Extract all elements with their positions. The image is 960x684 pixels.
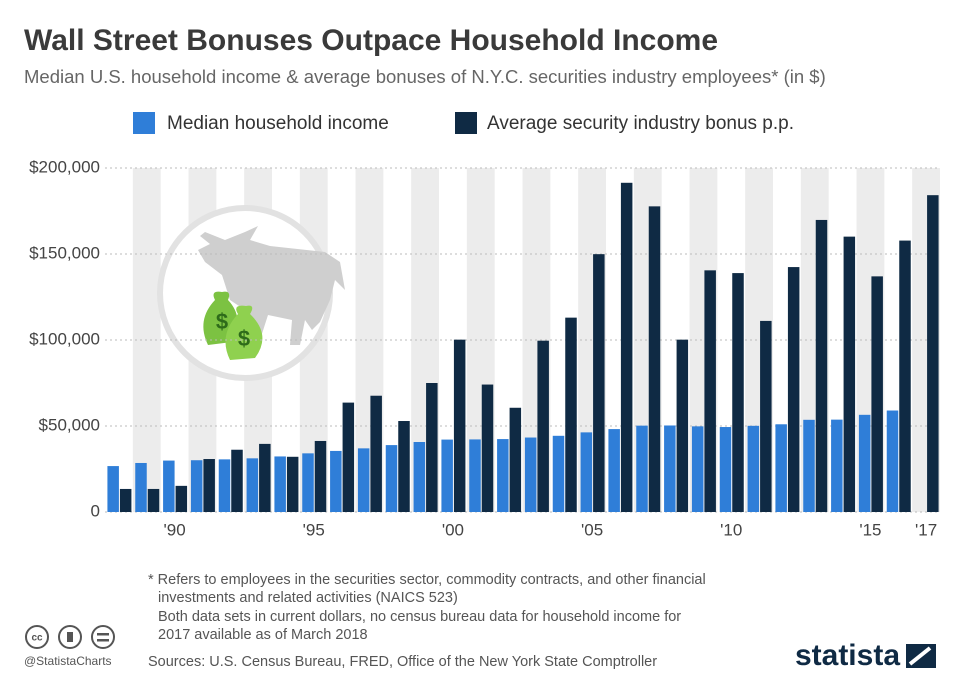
svg-text:$: $: [238, 326, 250, 351]
bar: [691, 426, 704, 512]
bar: [175, 485, 188, 512]
bar: [286, 456, 299, 512]
bar: [246, 458, 259, 512]
x-tick-label: '95: [303, 520, 325, 539]
bar: [413, 441, 426, 512]
bar: [497, 439, 509, 512]
footer: * Refers to employees in the securities …: [24, 572, 936, 672]
footnote: 2017 available as of March 2018: [158, 627, 368, 643]
x-tick-label: '00: [442, 520, 464, 539]
bar: [803, 419, 815, 512]
bar: [760, 320, 772, 512]
bar: [469, 439, 481, 512]
bar: [775, 424, 787, 512]
svg-text:$: $: [216, 309, 228, 334]
x-tick-label: '05: [581, 520, 603, 539]
bar: [426, 383, 438, 512]
bar: [342, 402, 355, 512]
chart-title: Wall Street Bonuses Outpace Household In…: [24, 24, 718, 57]
handle: @StatistaCharts: [24, 654, 112, 668]
bar: [524, 437, 537, 512]
bar: [787, 267, 800, 512]
legend-swatch: [133, 112, 155, 134]
bar: [119, 488, 132, 512]
x-tick-label: '90: [164, 520, 186, 539]
bar: [135, 462, 147, 512]
bar: [357, 448, 370, 512]
y-tick-label: 0: [91, 501, 100, 520]
bar: [163, 460, 175, 512]
bar: [441, 439, 453, 512]
bar: [537, 340, 549, 512]
bar: [385, 445, 398, 512]
bar: [370, 395, 382, 512]
bar: [858, 414, 871, 512]
bar: [481, 384, 494, 512]
legend-label: Median household income: [167, 113, 389, 134]
bar: [608, 429, 620, 512]
bar: [593, 254, 605, 512]
bar: [843, 236, 856, 513]
bar: [190, 460, 203, 512]
chart-subtitle: Median U.S. household income & average b…: [24, 66, 826, 87]
bar: [509, 407, 522, 512]
bar: [636, 425, 648, 512]
footnote: investments and related activities (NAIC…: [158, 590, 458, 606]
bar: [886, 410, 899, 512]
bar: [831, 419, 843, 512]
bar: [453, 339, 466, 512]
bar: [552, 435, 565, 512]
footnote: * Refers to employees in the securities …: [148, 572, 706, 588]
bar: [565, 317, 577, 512]
bar: [899, 240, 911, 513]
footnote: Both data sets in current dollars, no ce…: [158, 609, 681, 625]
brand: statista: [795, 639, 900, 672]
bar: [398, 421, 410, 512]
y-tick-label: $200,000: [29, 157, 100, 176]
bar: [732, 273, 744, 512]
y-tick-label: $100,000: [29, 329, 100, 348]
bull-icon: $ $: [157, 205, 345, 381]
y-tick-label: $50,000: [39, 415, 100, 434]
bar: [676, 339, 689, 512]
bar: [815, 219, 828, 512]
bar: [648, 206, 661, 512]
bar: [719, 427, 732, 512]
x-tick-label: '10: [720, 520, 742, 539]
bar: [927, 195, 939, 512]
bar: [664, 425, 676, 512]
bar: [330, 450, 342, 512]
x-tick-label: '17: [915, 520, 937, 539]
bar: [259, 443, 271, 512]
legend-swatch: [455, 112, 477, 134]
legend-label: Average security industry bonus p.p.: [487, 113, 794, 134]
sources: Sources: U.S. Census Bureau, FRED, Offic…: [148, 654, 657, 670]
y-tick-label: $150,000: [29, 243, 100, 262]
bar: [747, 425, 760, 512]
bar: [147, 488, 160, 512]
bar: [871, 276, 883, 512]
bar: [203, 459, 215, 512]
bar: [302, 453, 314, 512]
bar: [620, 182, 633, 513]
svg-text:cc: cc: [31, 633, 43, 644]
bar: [218, 459, 231, 512]
bar: [704, 270, 716, 512]
bar: [231, 449, 243, 512]
x-tick-label: '15: [859, 520, 881, 539]
bar: [314, 440, 327, 512]
bar: [107, 466, 119, 512]
bar: [580, 432, 593, 512]
bar: [274, 456, 286, 512]
